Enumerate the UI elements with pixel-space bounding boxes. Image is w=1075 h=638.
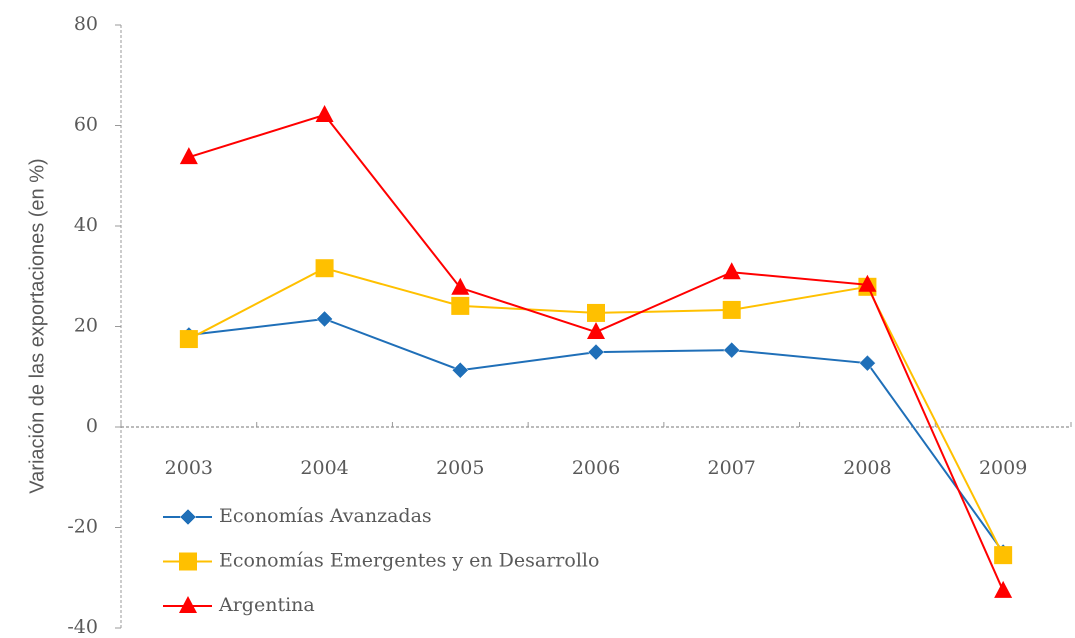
y-tick-label: 60 <box>74 114 98 136</box>
marker <box>858 274 877 292</box>
marker <box>587 322 605 340</box>
marker <box>315 104 334 122</box>
marker <box>316 310 333 328</box>
marker <box>451 277 470 295</box>
marker <box>179 596 197 613</box>
legend-label: Economías Emergentes y en Desarrollo <box>219 550 599 572</box>
marker <box>179 552 197 571</box>
x-tick-label: 2008 <box>843 457 891 479</box>
legend-label: Argentina <box>218 594 315 616</box>
marker <box>587 343 605 361</box>
x-tick-label: 2007 <box>708 457 756 479</box>
y-tick-label: 80 <box>74 13 98 35</box>
marker <box>994 546 1013 565</box>
x-tick-label: 2005 <box>436 457 484 479</box>
marker <box>722 262 741 280</box>
marker <box>179 508 197 526</box>
marker <box>722 300 741 319</box>
y-tick-label: 20 <box>74 315 98 337</box>
marker <box>451 361 469 379</box>
y-tick-label: 0 <box>86 415 98 437</box>
marker <box>994 580 1013 598</box>
marker <box>723 341 741 359</box>
marker <box>315 259 334 278</box>
x-tick-label: 2004 <box>300 457 348 479</box>
marker <box>859 354 876 372</box>
x-tick-label: 2009 <box>979 457 1027 479</box>
x-tick-label: 2003 <box>165 457 213 479</box>
marker <box>179 330 198 349</box>
legend-label: Economías Avanzadas <box>219 505 432 527</box>
y-tick-label: -40 <box>67 616 98 638</box>
y-tick-label: 40 <box>74 214 98 236</box>
x-tick-label: 2006 <box>572 457 620 479</box>
marker <box>179 147 198 165</box>
marker <box>451 296 470 315</box>
y-tick-label: -20 <box>67 516 98 538</box>
y-axis-label: Variación de las exportaciones (en %) <box>26 158 48 493</box>
marker <box>587 303 605 322</box>
